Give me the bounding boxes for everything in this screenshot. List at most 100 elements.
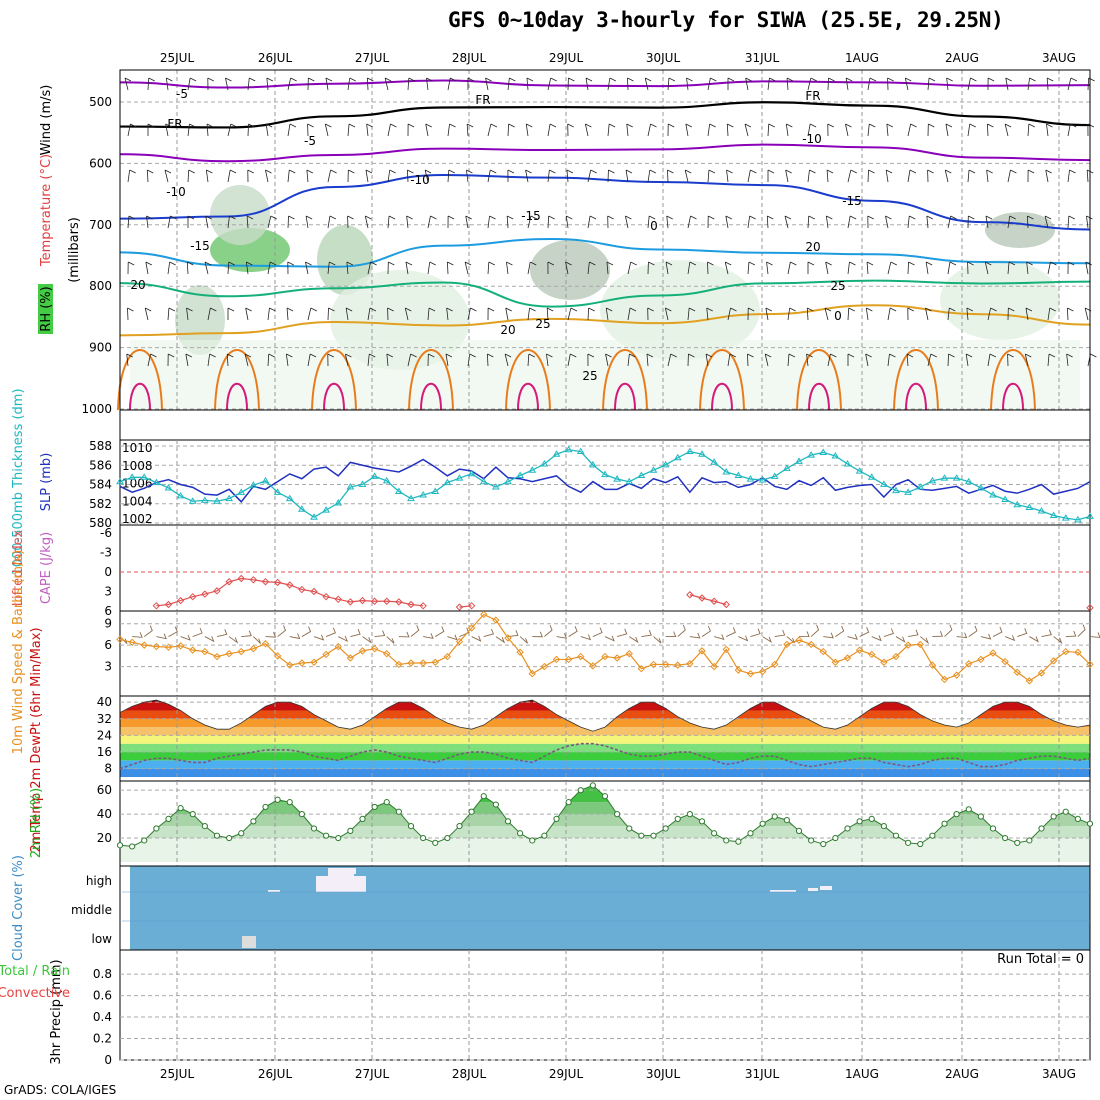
wind-barb xyxy=(865,307,873,321)
wind-speed-marker xyxy=(625,650,633,658)
temperature-contour-low xyxy=(711,382,733,411)
dewpoint-line xyxy=(119,742,1091,770)
wind-barb xyxy=(124,77,132,91)
wind-barb xyxy=(305,215,313,229)
rh-marker xyxy=(310,825,318,832)
date-tick-label-bottom: 1AUG xyxy=(845,1067,879,1081)
wind-barb xyxy=(907,215,916,229)
wind-barb xyxy=(127,123,137,137)
slp-marker xyxy=(188,497,197,504)
y-tick-label: 600 xyxy=(89,156,112,170)
wind-barb-10m xyxy=(726,627,736,637)
wind-barb xyxy=(287,123,297,137)
y-tick-label: high xyxy=(86,874,112,888)
y-tick-label: 588 xyxy=(89,439,112,453)
wind-speed-marker xyxy=(916,640,924,649)
wind-barb xyxy=(465,215,472,229)
wind-barb xyxy=(707,123,716,137)
slp-marker xyxy=(685,447,694,455)
temperature-contour-low xyxy=(505,349,551,411)
wind-speed-marker xyxy=(455,637,464,646)
cloud-block xyxy=(770,890,796,892)
wind-barb-10m xyxy=(325,627,336,637)
wind-barb-10m xyxy=(847,633,858,640)
wind-barb xyxy=(807,123,817,137)
temperature-contour-low xyxy=(893,349,939,411)
slp-marker xyxy=(540,460,549,467)
wind-speed-marker xyxy=(516,648,524,656)
lifted-index-marker xyxy=(322,592,330,601)
contour-label: 25 xyxy=(582,369,597,383)
wind-barb xyxy=(605,307,613,321)
slp-marker xyxy=(625,477,634,485)
wind-speed-marker xyxy=(164,643,173,651)
wind-barb xyxy=(407,353,417,367)
rh-marker xyxy=(1038,825,1045,832)
rh-marker xyxy=(395,808,402,815)
rh-marker xyxy=(820,840,827,848)
wind-speed-marker xyxy=(504,634,512,642)
wind-speed-marker xyxy=(795,636,803,644)
rh-marker xyxy=(213,832,221,839)
wind-barb xyxy=(707,77,717,91)
wind-barb xyxy=(365,169,373,183)
wind-barb xyxy=(927,169,934,183)
wind-barb xyxy=(486,353,494,367)
wind-speed-marker xyxy=(734,666,743,674)
wind-barb-10m xyxy=(132,632,143,638)
wind-barb-10m xyxy=(919,636,930,645)
lifted-index-marker xyxy=(698,594,706,602)
slp-marker xyxy=(491,483,500,490)
slp-marker xyxy=(661,460,670,468)
rh-marker xyxy=(298,811,305,818)
slp-marker xyxy=(649,466,658,473)
rh-marker xyxy=(844,825,851,832)
date-tick-label-bottom: 31JUL xyxy=(745,1067,780,1081)
wind-speed-marker xyxy=(407,659,415,667)
wind-barb-10m xyxy=(859,627,870,637)
slp-marker xyxy=(989,491,997,498)
temperature-band xyxy=(120,752,1090,761)
wind-barb xyxy=(667,123,675,137)
wind-barb xyxy=(665,261,673,275)
rh-marker xyxy=(444,834,451,842)
wind-barb-10m xyxy=(689,632,701,639)
wind-barb-10m xyxy=(604,635,615,642)
y-tick-label: 584 xyxy=(89,478,112,492)
wind-barb-10m xyxy=(701,625,711,637)
slp-marker xyxy=(1073,515,1082,523)
wind-barb-10m xyxy=(204,636,215,643)
slp-marker xyxy=(952,474,961,481)
y-tick-label-right: 1004 xyxy=(122,494,153,508)
rh-band xyxy=(120,814,1090,827)
slp-marker xyxy=(382,476,391,484)
y-tick-label: middle xyxy=(71,903,112,917)
date-tick-label-bottom: 27JUL xyxy=(355,1067,390,1081)
wind-barb xyxy=(345,307,353,321)
wind-barb xyxy=(327,353,334,367)
wind-barb xyxy=(227,261,235,275)
slp-marker xyxy=(892,486,900,494)
wind-barb xyxy=(865,353,872,367)
wind-barb xyxy=(506,261,513,275)
y-tick-label: 1000 xyxy=(81,402,112,416)
rh-band xyxy=(120,826,1090,839)
wind-barb xyxy=(747,169,757,183)
wind-barb xyxy=(1007,307,1015,321)
slp-marker xyxy=(419,491,428,498)
rh-marker xyxy=(601,793,609,800)
wind-barb xyxy=(827,353,837,367)
wind-barb xyxy=(806,307,814,321)
contour-label: -10 xyxy=(410,173,430,187)
wind-barb-10m xyxy=(568,626,578,637)
rh-marker xyxy=(1002,834,1009,842)
wind-barb xyxy=(987,307,997,321)
wind-speed-marker xyxy=(771,660,779,669)
wind-barb xyxy=(167,261,176,275)
wind-barb-10m xyxy=(241,630,252,638)
wind-barb xyxy=(947,215,957,229)
rh-shading xyxy=(940,260,1060,340)
wind-barb xyxy=(566,169,574,183)
wind-barb xyxy=(887,307,897,321)
wind-speed-marker xyxy=(1086,660,1094,669)
